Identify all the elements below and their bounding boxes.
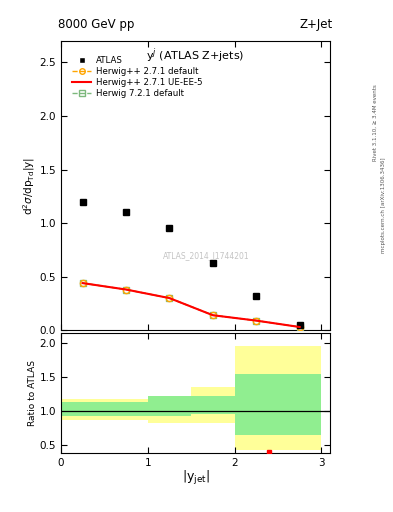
Text: mcplots.cern.ch [arXiv:1306.3436]: mcplots.cern.ch [arXiv:1306.3436] xyxy=(381,157,386,252)
Text: 8000 GeV pp: 8000 GeV pp xyxy=(58,18,134,31)
Text: ATLAS_2014_I1744201: ATLAS_2014_I1744201 xyxy=(163,251,250,260)
Text: Rivet 3.1.10, ≥ 3.4M events: Rivet 3.1.10, ≥ 3.4M events xyxy=(373,84,378,161)
Y-axis label: d$^2\sigma$/dp$_{\rm Td}$|y|: d$^2\sigma$/dp$_{\rm Td}$|y| xyxy=(21,157,37,215)
Text: y$^{j}$ (ATLAS Z+jets): y$^{j}$ (ATLAS Z+jets) xyxy=(146,47,245,66)
Text: Z+Jet: Z+Jet xyxy=(299,18,333,31)
Legend: ATLAS, Herwig++ 2.7.1 default, Herwig++ 2.7.1 UE-EE-5, Herwig 7.2.1 default: ATLAS, Herwig++ 2.7.1 default, Herwig++ … xyxy=(71,54,204,100)
X-axis label: |y$_{\rm jet}$|: |y$_{\rm jet}$| xyxy=(182,470,209,487)
Y-axis label: Ratio to ATLAS: Ratio to ATLAS xyxy=(28,360,37,426)
